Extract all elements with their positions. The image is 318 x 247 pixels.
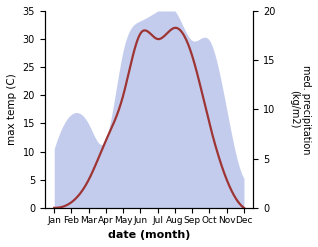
Y-axis label: max temp (C): max temp (C)	[7, 74, 17, 145]
X-axis label: date (month): date (month)	[108, 230, 190, 240]
Y-axis label: med. precipitation
(kg/m2): med. precipitation (kg/m2)	[289, 65, 311, 154]
